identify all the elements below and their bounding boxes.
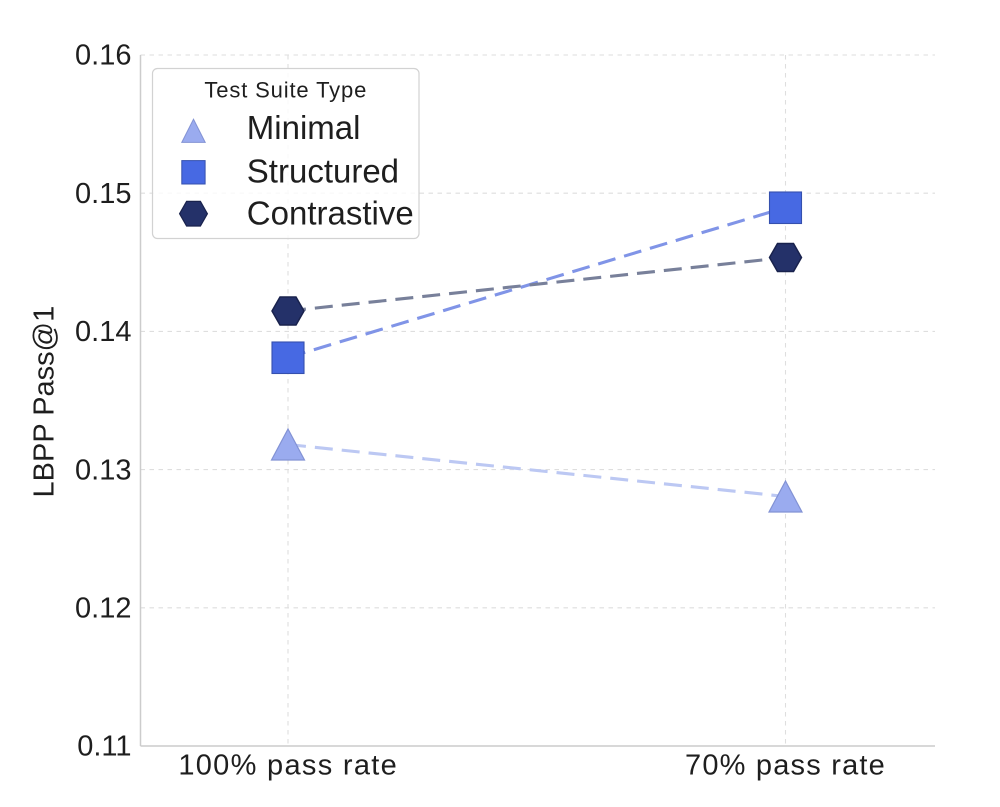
- svg-text:LBPP Pass@1: LBPP Pass@1: [29, 306, 61, 498]
- svg-text:0.11: 0.11: [77, 731, 131, 763]
- svg-text:Structured: Structured: [247, 152, 399, 189]
- svg-text:Minimal: Minimal: [247, 109, 361, 146]
- svg-text:70% pass rate: 70% pass rate: [685, 750, 886, 782]
- svg-text:0.13: 0.13: [75, 454, 131, 486]
- svg-text:0.16: 0.16: [75, 40, 131, 72]
- svg-text:0.14: 0.14: [75, 316, 131, 348]
- svg-text:0.12: 0.12: [75, 593, 131, 625]
- svg-text:0.15: 0.15: [75, 178, 131, 210]
- svg-text:100% pass rate: 100% pass rate: [178, 750, 398, 782]
- svg-text:Contrastive: Contrastive: [247, 195, 414, 232]
- svg-text:Test Suite Type: Test Suite Type: [204, 78, 367, 103]
